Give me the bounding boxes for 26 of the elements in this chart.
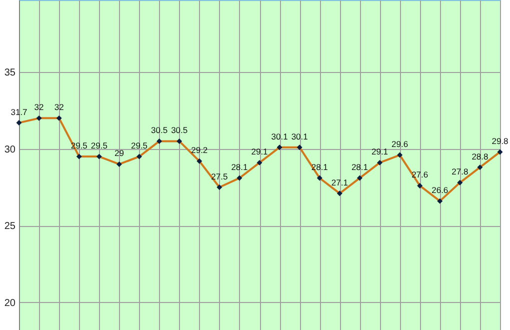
data-label: 29.1 (251, 146, 268, 157)
y-tick-label: 35 (4, 68, 16, 79)
y-tick-label: 20 (4, 298, 16, 309)
data-label: 30.1 (291, 131, 308, 142)
data-label: 29.6 (392, 139, 408, 150)
data-label: 29.8 (492, 136, 509, 146)
data-label: 30.1 (271, 131, 288, 142)
data-label: 29.5 (90, 140, 108, 151)
data-label: 30.5 (171, 125, 188, 136)
data-label: 29.1 (371, 146, 388, 157)
data-label: 32 (54, 102, 64, 112)
data-label: 28.8 (472, 151, 488, 162)
data-label: 27.1 (331, 177, 348, 188)
data-label: 30.5 (151, 125, 168, 136)
y-tick-label: 25 (4, 221, 16, 232)
data-label: 32 (34, 102, 44, 112)
data-label: 26.6 (432, 185, 448, 196)
data-label: 29.2 (191, 145, 208, 156)
data-label: 29.5 (130, 140, 148, 151)
data-label: 27.8 (452, 166, 468, 177)
data-label: 28.1 (231, 162, 248, 172)
data-label: 27.5 (211, 171, 228, 182)
data-label: 31.7 (10, 106, 28, 117)
data-label: 28.1 (351, 162, 368, 172)
y-tick-label: 30 (4, 144, 16, 156)
data-label: 29 (114, 148, 124, 158)
